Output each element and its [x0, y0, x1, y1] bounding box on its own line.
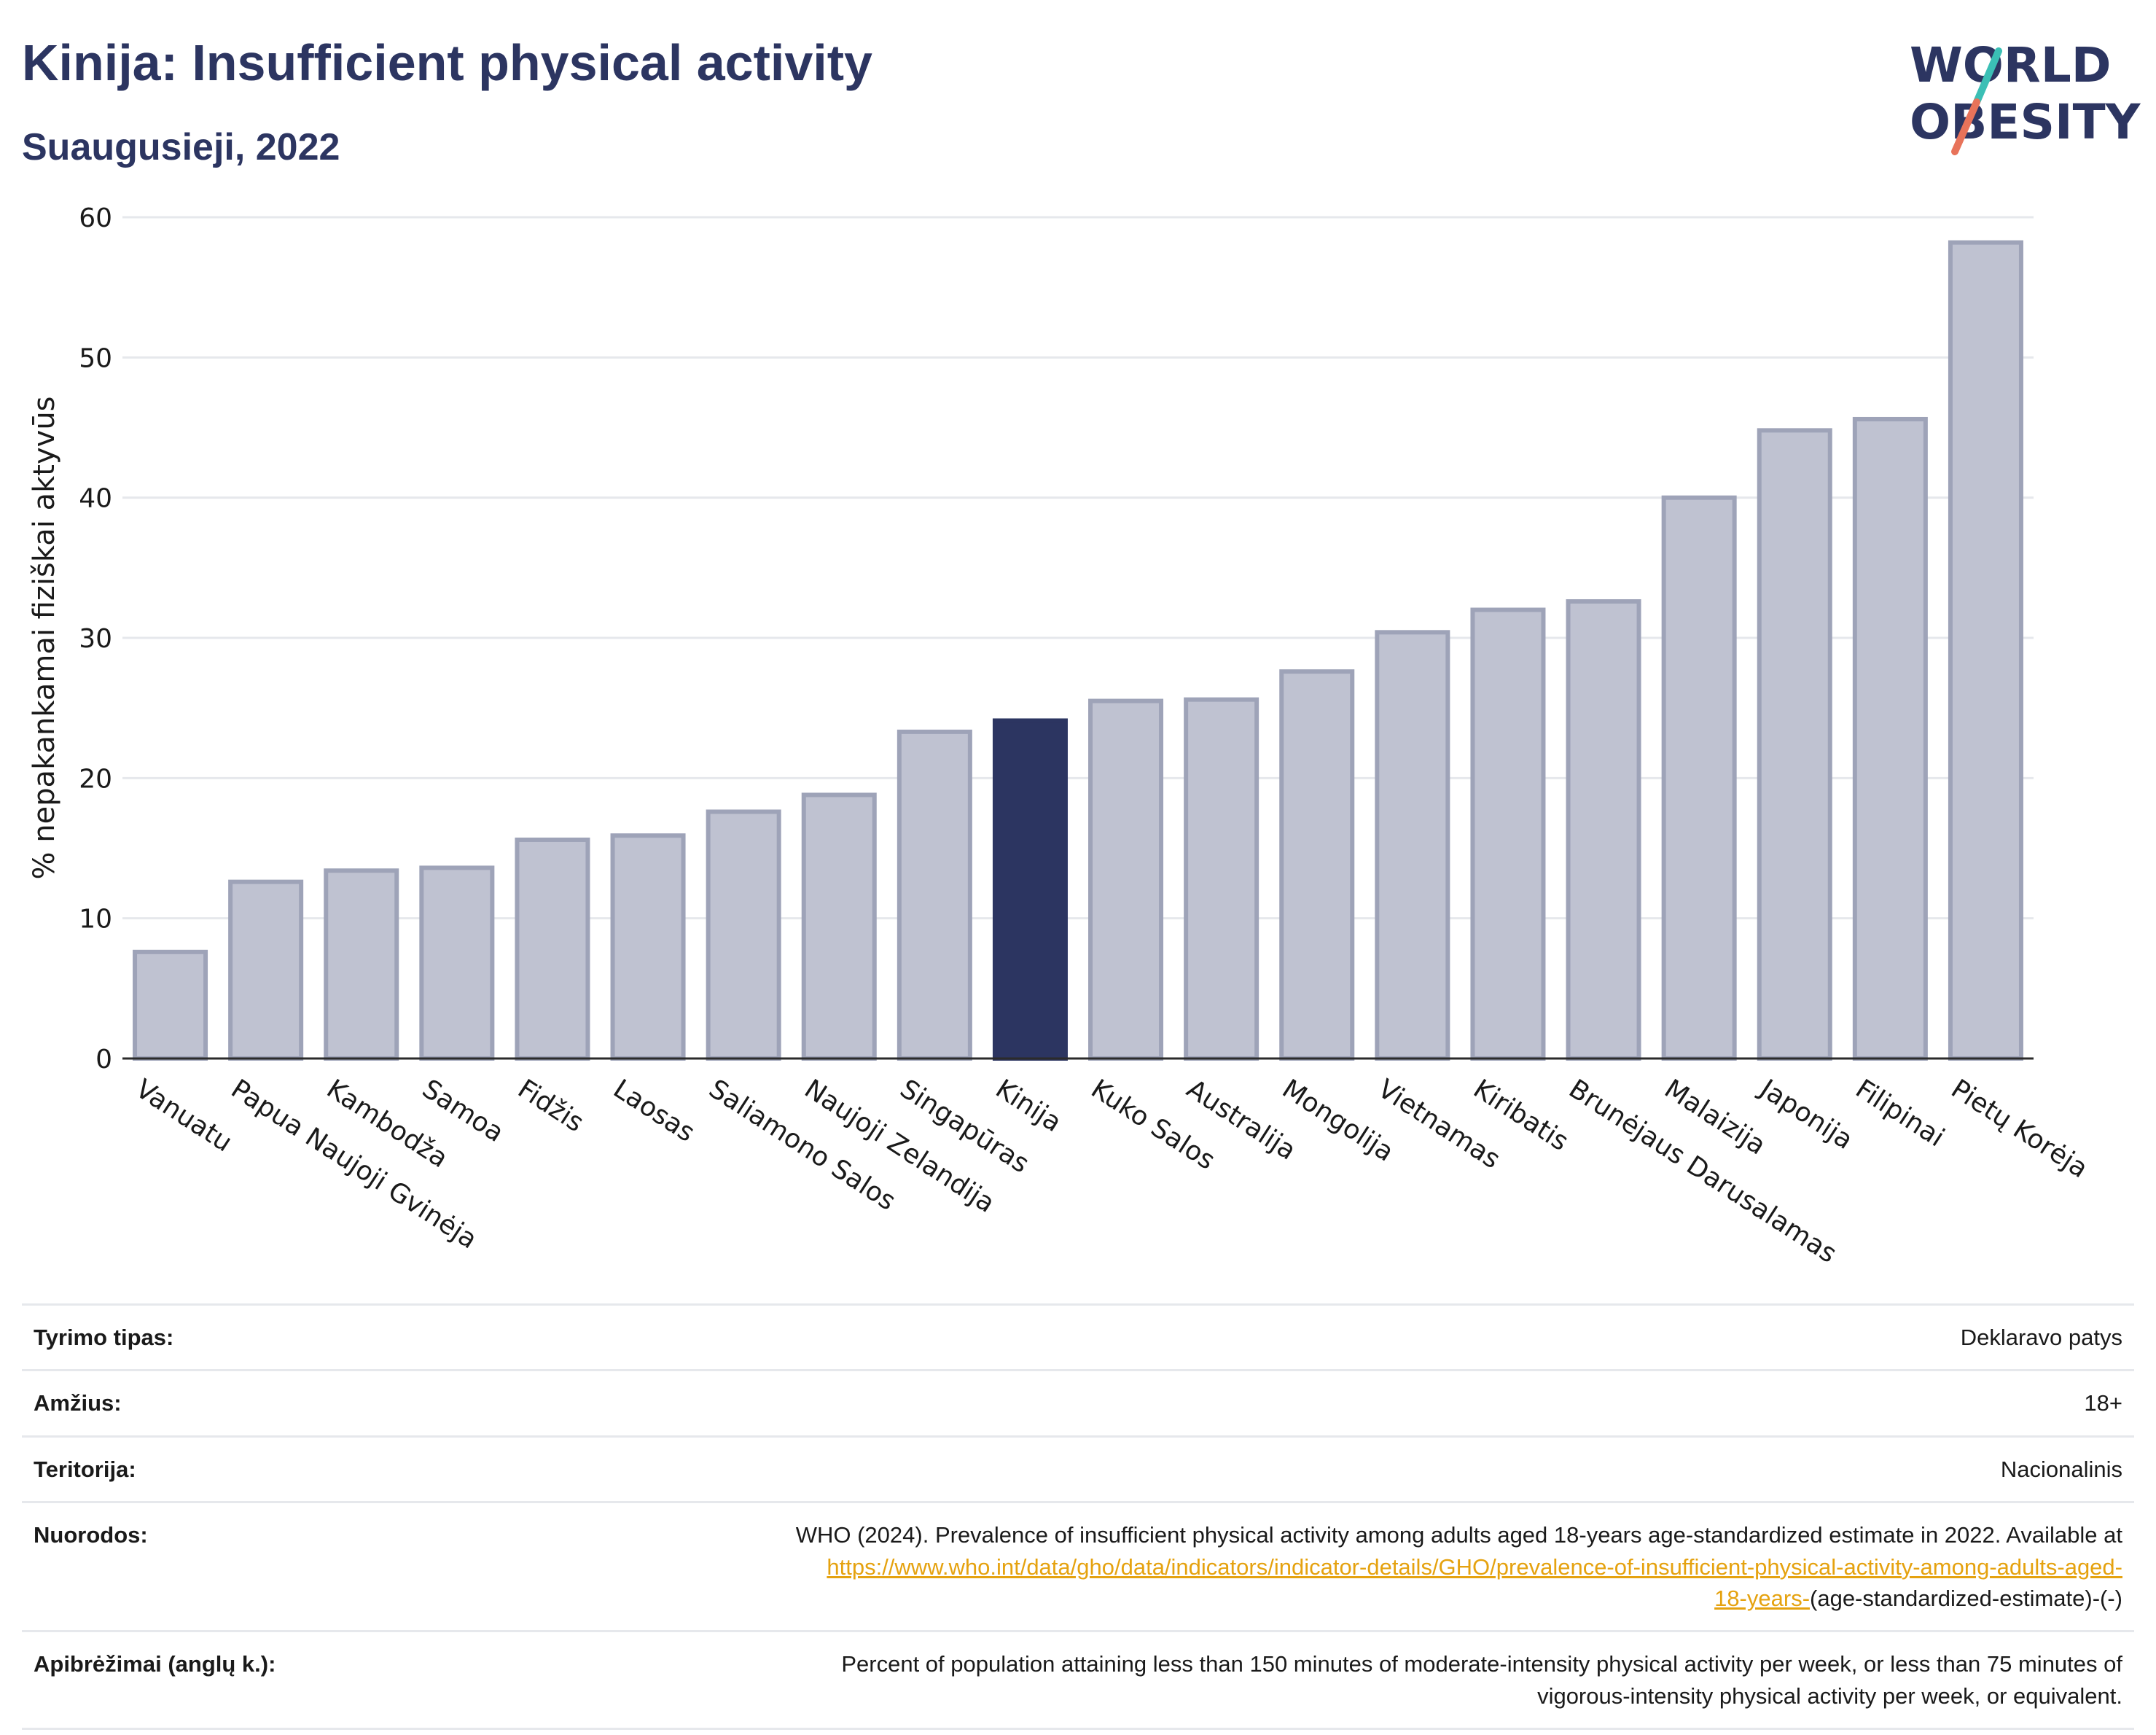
bar: [1757, 428, 1832, 1061]
y-tick-label: 50: [79, 343, 112, 373]
info-row-territory: Teritorija: Nacionalinis: [22, 1436, 2134, 1502]
info-row-survey-type: Tyrimo tipas: Deklaravo patys: [22, 1304, 2134, 1371]
x-tick-label: Pietų Korėja: [1946, 1074, 2093, 1184]
reference-link[interactable]: https://www.who.int/data/gho/data/indica…: [827, 1553, 2122, 1580]
bar: [515, 837, 590, 1061]
bar: [1375, 630, 1450, 1061]
info-table: Tyrimo tipas: Deklaravo patys Amžius: 18…: [22, 1303, 2134, 1730]
definition-line1: Percent of population attaining less tha…: [841, 1651, 2122, 1677]
x-tick-label: Filipinai: [1850, 1074, 1949, 1153]
y-tick-label: 0: [95, 1045, 112, 1075]
y-tick-label: 40: [79, 484, 112, 514]
logo-line2: OBESITY: [1910, 94, 2141, 150]
info-value: 18+: [2084, 1390, 2122, 1416]
info-value: Deklaravo patys: [1960, 1325, 2122, 1350]
logo-slash-bottom: [1951, 98, 1980, 155]
y-tick-label: 30: [79, 624, 112, 654]
y-tick-label: 10: [79, 905, 112, 935]
info-row-definitions: Apibrėžimai (anglų k.): Percent of popul…: [22, 1631, 2134, 1729]
bar: [133, 949, 208, 1061]
info-label: Amžius:: [34, 1390, 122, 1416]
bar: [897, 729, 972, 1061]
bar: [1661, 495, 1737, 1061]
world-obesity-logo: WORLD OBESITY: [1910, 37, 2141, 155]
bar: [801, 792, 877, 1061]
page-title: Kinija: Insufficient physical activity: [22, 34, 872, 91]
bar: [1948, 240, 2023, 1061]
info-label: Tyrimo tipas:: [34, 1325, 174, 1350]
page-subtitle: Suaugusieji, 2022: [22, 126, 340, 168]
reference-suffix: (age-standardized-estimate)-(-): [1810, 1585, 2122, 1611]
logo-line1: WORLD: [1910, 37, 2112, 93]
definition-line2: vigorous-intensity physical activity per…: [1537, 1683, 2122, 1709]
x-tick-label: Laosas: [608, 1074, 700, 1148]
bar: [1088, 698, 1164, 1061]
bar: [1566, 599, 1641, 1061]
y-tick-label: 20: [79, 764, 112, 794]
info-label: Teritorija:: [34, 1456, 136, 1482]
bar: [1470, 607, 1546, 1061]
bar: [1279, 669, 1355, 1061]
bar: [992, 718, 1068, 1061]
bar: [324, 868, 399, 1061]
bar: [228, 879, 304, 1061]
bar: [419, 865, 495, 1061]
logo-slash-top: [1973, 47, 2002, 106]
reference-text: WHO (2024). Prevalence of insufficient p…: [795, 1522, 2122, 1548]
info-value: Nacionalinis: [2000, 1456, 2122, 1482]
x-tick-label: Fidžis: [512, 1074, 589, 1138]
bar: [610, 833, 686, 1061]
info-value: Percent of population attaining less tha…: [410, 1631, 2134, 1729]
reference-link-cont[interactable]: 18-years-: [1714, 1585, 1811, 1611]
y-axis-label: % nepakankamai fiziškai aktyvūs: [28, 396, 61, 879]
info-value: WHO (2024). Prevalence of insufficient p…: [410, 1502, 2134, 1631]
info-row-age: Amžius: 18+: [22, 1370, 2134, 1436]
bar: [1852, 416, 1928, 1061]
y-tick-label: 60: [79, 203, 112, 233]
x-tick-label: Kinija: [991, 1074, 1067, 1138]
info-row-references: Nuorodos: WHO (2024). Prevalence of insu…: [22, 1502, 2134, 1631]
x-tick-label: Japonija: [1754, 1073, 1858, 1155]
info-label: Apibrėžimai (anglų k.):: [34, 1651, 276, 1677]
info-label: Nuorodos:: [34, 1522, 148, 1548]
bar: [706, 809, 781, 1061]
bar: [1184, 697, 1259, 1061]
x-tick-label: Vanuatu: [130, 1074, 238, 1158]
